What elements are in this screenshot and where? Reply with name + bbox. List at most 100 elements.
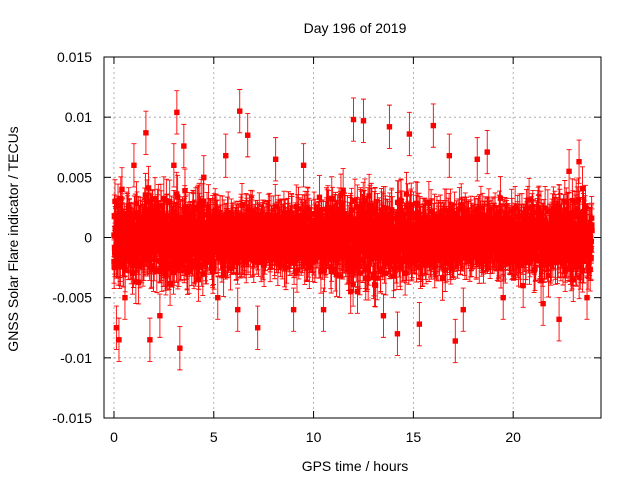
data-point	[112, 225, 119, 232]
data-point	[119, 212, 125, 219]
data-point	[173, 258, 180, 264]
data-point	[489, 248, 496, 255]
data-point	[536, 214, 542, 221]
data-point	[133, 243, 139, 249]
data-point	[142, 192, 149, 198]
data-point	[478, 205, 484, 211]
data-point	[329, 239, 336, 246]
data-point	[408, 249, 414, 255]
data-point	[217, 224, 224, 230]
data-point	[426, 200, 432, 206]
data-point	[164, 212, 170, 219]
data-point	[423, 259, 429, 265]
data-point	[135, 249, 142, 256]
data-point	[275, 248, 282, 254]
data-point	[365, 243, 372, 250]
data-point	[531, 234, 537, 240]
data-point	[308, 218, 315, 225]
data-point	[371, 225, 378, 232]
data-point	[383, 270, 389, 276]
data-point	[183, 213, 189, 220]
data-point	[382, 214, 389, 221]
data-point	[529, 212, 535, 219]
data-point	[310, 247, 316, 253]
data-point	[374, 212, 381, 218]
data-point	[404, 202, 411, 209]
data-point	[350, 267, 357, 274]
data-point	[492, 216, 498, 222]
data-point	[280, 233, 287, 240]
data-point	[494, 231, 501, 237]
data-point	[196, 264, 202, 271]
data-point	[233, 255, 239, 261]
data-point	[113, 244, 119, 251]
data-point	[379, 228, 386, 234]
data-point	[391, 253, 398, 260]
data-point	[443, 208, 449, 214]
data-point	[206, 226, 212, 233]
data-point	[167, 280, 173, 287]
data-point	[477, 227, 483, 233]
data-point	[192, 228, 199, 234]
data-point	[196, 202, 202, 208]
data-point	[289, 226, 295, 232]
data-point	[149, 208, 156, 215]
data-point	[446, 240, 453, 246]
data-point	[498, 263, 504, 270]
data-point	[424, 250, 430, 256]
data-point	[212, 207, 218, 214]
data-point	[129, 269, 136, 276]
data-point	[262, 246, 269, 252]
data-point	[128, 259, 134, 265]
data-point	[530, 209, 536, 215]
data-point	[350, 281, 356, 288]
data-point	[328, 268, 334, 275]
data-point	[303, 234, 310, 241]
data-point	[225, 251, 231, 258]
data-point	[522, 259, 529, 266]
data-point	[392, 243, 399, 250]
data-point	[412, 235, 418, 241]
data-point	[299, 238, 305, 244]
data-point	[210, 260, 217, 266]
data-point	[321, 267, 328, 273]
data-point	[175, 215, 182, 222]
data-point	[134, 259, 140, 265]
data-point	[320, 254, 326, 261]
data-point	[402, 270, 408, 277]
data-point	[535, 209, 541, 216]
data-point	[309, 231, 315, 238]
data-point	[227, 265, 234, 272]
data-point	[368, 236, 375, 243]
data-point	[476, 259, 482, 265]
data-point	[504, 217, 510, 223]
data-point	[467, 257, 473, 263]
data-point	[382, 205, 388, 212]
data-point	[301, 214, 307, 220]
data-point	[323, 252, 329, 259]
data-point	[512, 205, 518, 211]
data-point	[366, 193, 372, 199]
data-point	[387, 247, 393, 253]
data-point	[445, 232, 452, 239]
data-point	[476, 213, 483, 219]
data-point	[538, 278, 544, 284]
data-point	[381, 258, 388, 265]
data-point	[188, 246, 194, 252]
data-point	[360, 248, 367, 255]
data-point	[263, 241, 270, 247]
data-point	[281, 210, 287, 216]
data-point	[127, 246, 134, 252]
data-point	[489, 237, 496, 243]
data-point	[378, 238, 384, 244]
data-point	[386, 211, 393, 218]
data-point	[409, 253, 416, 259]
data-point	[457, 249, 464, 256]
data-point	[487, 254, 493, 260]
data-point	[133, 279, 139, 285]
data-point	[357, 270, 363, 276]
data-point	[117, 257, 123, 263]
data-point	[304, 255, 311, 261]
data-point	[538, 229, 545, 236]
data-point	[486, 207, 492, 214]
